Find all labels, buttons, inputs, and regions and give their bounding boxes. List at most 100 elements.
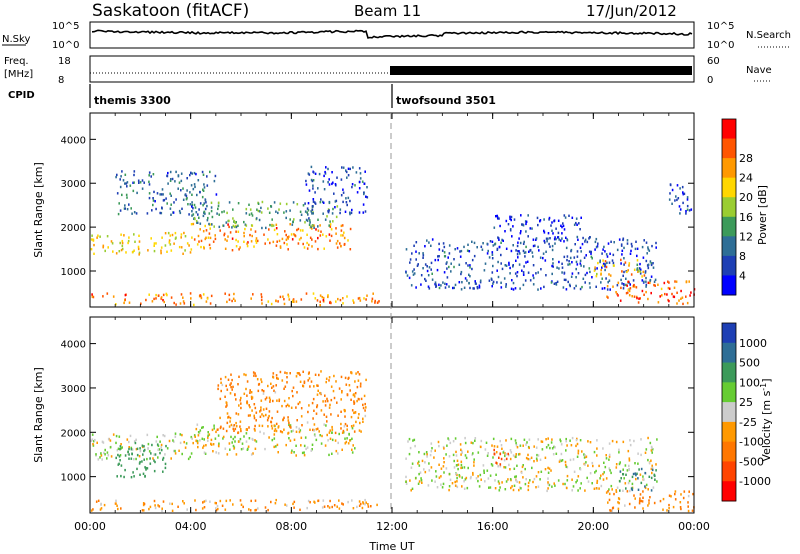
power-echo-cell: [548, 216, 551, 220]
power-echo-cell: [491, 257, 494, 260]
power-echo-cell: [638, 297, 640, 300]
noise-left-tick-top: 10^5: [52, 21, 79, 32]
velocity-echo-cell: [351, 451, 354, 454]
power-echo-cell: [194, 185, 196, 189]
power-echo-cell: [200, 296, 203, 300]
power-echo-cell: [627, 280, 630, 283]
power-echo-cell: [198, 208, 200, 211]
power-echo-cell: [334, 200, 337, 203]
power-echo-cell: [569, 256, 572, 260]
power-echo-cell: [596, 272, 598, 276]
power-echo-cell: [188, 213, 190, 216]
power-echo-cell: [154, 200, 156, 203]
power-echo-cell: [224, 292, 226, 295]
power-echo-cell: [137, 179, 140, 182]
velocity-echo-cell: [461, 466, 463, 469]
velocity-echo-cell: [266, 419, 269, 422]
freq-label-line2: [MHz]: [4, 69, 33, 80]
freq-right-tick-top: 60: [707, 56, 720, 67]
power-echo-cell: [443, 271, 446, 274]
power-echo-cell: [310, 178, 313, 182]
velocity-echo-cell: [354, 447, 356, 450]
power-echo-cell: [349, 227, 352, 231]
velocity-echo-cell: [166, 447, 169, 450]
x-axis-label: Time UT: [368, 540, 414, 553]
velocity-echo-cell: [351, 448, 353, 451]
velocity-echo-cell: [232, 444, 235, 448]
velocity-echo-cell: [330, 398, 333, 402]
power-echo-cell: [151, 209, 153, 212]
power-echo-cell: [557, 236, 559, 239]
power-echo-cell: [231, 299, 233, 303]
velocity-echo-cell: [477, 451, 480, 454]
velocity-echo-cell: [107, 454, 110, 457]
power-echo-cell: [440, 284, 442, 287]
time-x-axis: 00:00 04:00 08:00 12:00 16:00 20:00 00:00: [74, 113, 710, 533]
power-echo-cell: [260, 295, 263, 299]
power-echo-cell: [305, 218, 308, 222]
velocity-echo-cell: [153, 453, 155, 456]
power-echo-cell: [542, 252, 545, 255]
power-echo-cell: [311, 179, 314, 183]
velocity-echo-cell: [535, 475, 538, 478]
velocity-echo-cell: [217, 384, 220, 387]
power-echo-cell: [551, 221, 553, 224]
power-echo-cell: [600, 273, 602, 276]
power-echo-cell: [555, 237, 557, 241]
power-echo-cell: [575, 221, 577, 225]
velocity-echo-cell: [659, 499, 662, 503]
power-echo-cell: [597, 242, 599, 245]
velocity-echo-cell: [141, 460, 143, 463]
velocity-echo-cell: [187, 457, 190, 461]
velocity-echo-cell: [275, 384, 277, 387]
power-echo-cell: [620, 244, 623, 247]
velocity-echo-cell: [629, 439, 631, 442]
power-echo-cell: [537, 245, 539, 249]
power-echo-cell: [190, 297, 192, 300]
velocity-echo-cell: [340, 375, 343, 379]
velocity-echo-cell: [139, 473, 141, 476]
power-echo-cell: [128, 301, 131, 304]
velocity-echo-cell: [329, 499, 331, 503]
power-echo-cell: [629, 283, 631, 286]
velocity-echo-cell: [355, 420, 357, 424]
velocity-echo-cell: [615, 466, 618, 469]
power-echo-cell: [132, 181, 134, 184]
power-echo-cell: [125, 182, 128, 185]
velocity-echo-cell: [626, 490, 629, 493]
power-echo-cell: [269, 223, 271, 227]
velocity-echo-cell: [443, 461, 445, 464]
power-echo-cell: [448, 244, 451, 247]
velocity-echo-cell: [268, 396, 271, 399]
power-echo-cell: [622, 287, 625, 290]
velocity-echo-cell: [128, 453, 130, 456]
power-echo-cell: [185, 194, 188, 198]
power-echo-cell: [680, 289, 682, 293]
power-echo-cell: [460, 249, 463, 253]
power-echo-cell: [272, 240, 275, 244]
power-echo-cell: [517, 250, 519, 253]
velocity-echo-cell: [547, 466, 549, 470]
power-echo-cell: [243, 240, 245, 243]
power-echo-cell: [343, 243, 346, 246]
power-echo-cell: [616, 248, 619, 252]
power-echo-cell: [689, 294, 691, 297]
power-echo-cell: [283, 241, 286, 245]
velocity-echo-cell: [267, 508, 269, 512]
velocity-echo-cell: [299, 373, 301, 377]
power-echo-cell: [327, 211, 330, 214]
power-echo-cell: [268, 228, 270, 231]
velocity-echo-cell: [254, 499, 257, 502]
beam-title: Beam 11: [354, 2, 421, 20]
power-echo-cell: [206, 219, 209, 222]
power-echo-cell: [186, 197, 188, 200]
velocity-echo-cell: [146, 457, 148, 461]
velocity-echo-cell: [201, 426, 203, 429]
velocity-echo-cell: [239, 499, 242, 502]
velocity-echo-cell: [643, 478, 645, 481]
power-echo-cell: [249, 208, 252, 211]
power-echo-cell: [509, 229, 512, 232]
power-echo-cell: [208, 232, 211, 235]
power-echo-cell: [193, 171, 196, 175]
velocity-echoes: [90, 370, 695, 513]
